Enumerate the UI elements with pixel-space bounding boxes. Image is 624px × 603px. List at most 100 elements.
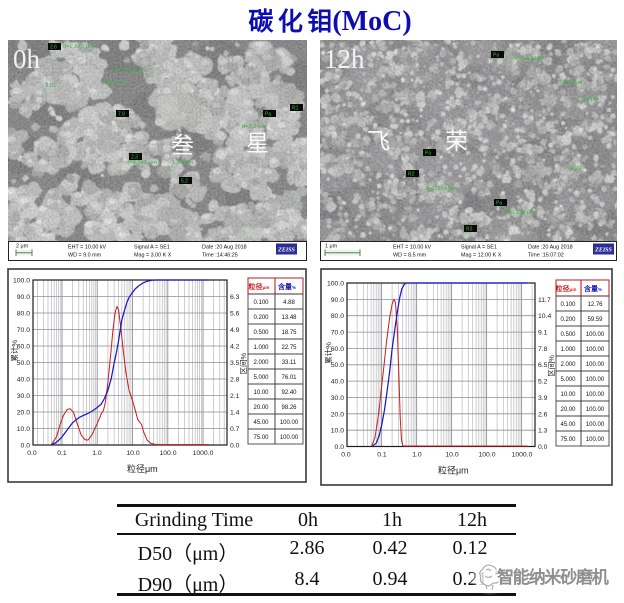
- svg-text:18.75: 18.75: [281, 330, 297, 336]
- svg-text:区间%: 区间%: [547, 355, 556, 377]
- svg-text:d=0.254 μm: d=0.254 μm: [426, 186, 457, 192]
- svg-text:100.0: 100.0: [327, 281, 344, 288]
- svg-text:R3: R3: [466, 227, 473, 233]
- svg-text:2.8: 2.8: [230, 377, 240, 384]
- svg-text:7.8: 7.8: [118, 112, 125, 118]
- svg-text:80.0: 80.0: [331, 313, 344, 320]
- svg-text:45.00: 45.00: [253, 420, 269, 426]
- svg-text:2.000: 2.000: [560, 362, 576, 368]
- svg-text:2.6: 2.6: [538, 411, 548, 418]
- svg-text:粒径μm: 粒径μm: [438, 465, 469, 476]
- svg-text:d=2.341 μm: d=2.341 μm: [126, 160, 157, 166]
- svg-text:粒径μm: 粒径μm: [556, 284, 577, 293]
- svg-text:33.11: 33.11: [282, 360, 297, 366]
- svg-text:0.0: 0.0: [21, 443, 31, 450]
- svg-text:59.59: 59.59: [587, 317, 603, 323]
- svg-text:Signal A = SE1: Signal A = SE1: [461, 245, 497, 251]
- svg-text:3.5: 3.5: [230, 360, 240, 367]
- svg-text:0.7: 0.7: [230, 426, 240, 433]
- svg-text:98.26: 98.26: [281, 405, 297, 411]
- svg-text:Signal A = SE1: Signal A = SE1: [134, 245, 170, 251]
- svg-text:4.9: 4.9: [230, 327, 240, 334]
- svg-text:5.6: 5.6: [230, 311, 240, 318]
- svg-text:10.00: 10.00: [253, 390, 269, 396]
- svg-text:1.0: 1.0: [92, 450, 102, 457]
- svg-text:100.00: 100.00: [586, 407, 605, 413]
- svg-text:30.0: 30.0: [17, 393, 30, 400]
- svg-text:40.0: 40.0: [331, 379, 344, 386]
- svg-text:9.1: 9.1: [538, 330, 548, 337]
- svg-text:1.000: 1.000: [560, 347, 576, 353]
- svg-text:22.75: 22.75: [281, 345, 297, 351]
- svg-text:6.3: 6.3: [230, 294, 240, 301]
- svg-text:20.0: 20.0: [17, 410, 30, 417]
- svg-text:Date :20 Aug 2018: Date :20 Aug 2018: [202, 245, 247, 251]
- svg-text:Pa: Pa: [493, 53, 499, 59]
- svg-text:ZEISS: ZEISS: [277, 248, 295, 254]
- svg-text:90.0: 90.0: [331, 297, 344, 304]
- svg-text:0.0: 0.0: [230, 443, 240, 450]
- svg-text:100.00: 100.00: [280, 435, 299, 441]
- svg-text:1.0: 1.0: [412, 452, 422, 459]
- svg-text:2.3: 2.3: [131, 155, 138, 161]
- svg-text:3.51: 3.51: [45, 83, 56, 89]
- svg-text:叁: 叁: [171, 133, 194, 158]
- svg-text:0.100: 0.100: [560, 302, 576, 308]
- svg-text:0.1: 0.1: [377, 452, 387, 459]
- svg-text:30.0: 30.0: [331, 395, 344, 402]
- svg-text:0.0: 0.0: [538, 444, 548, 451]
- svg-text:1.000: 1.000: [253, 345, 269, 351]
- svg-text:1000.0: 1000.0: [512, 452, 533, 459]
- svg-text:10.0: 10.0: [126, 450, 139, 457]
- svg-text:20.0: 20.0: [331, 411, 344, 418]
- svg-text:2.1: 2.1: [230, 393, 240, 400]
- svg-text:累计%: 累计%: [9, 340, 19, 362]
- svg-text:粒径μm: 粒径μm: [127, 463, 158, 474]
- svg-text:100.00: 100.00: [586, 332, 605, 338]
- svg-text:Pa: Pa: [496, 201, 502, 207]
- svg-text:0.100: 0.100: [253, 300, 269, 306]
- svg-text:5.000: 5.000: [253, 375, 269, 381]
- svg-text:飞: 飞: [367, 129, 390, 154]
- svg-text:60.0: 60.0: [17, 344, 30, 351]
- svg-text:d=3.1 μm: d=3.1 μm: [242, 124, 267, 130]
- svg-text:7.8: 7.8: [538, 346, 548, 353]
- svg-text:0.1: 0.1: [57, 450, 67, 457]
- svg-text:0.312 μm: 0.312 μm: [558, 80, 582, 86]
- svg-text:6.5: 6.5: [538, 362, 548, 369]
- svg-text:1.4: 1.4: [230, 410, 240, 417]
- svg-text:100.00: 100.00: [586, 422, 605, 428]
- svg-text:11.7: 11.7: [538, 297, 551, 304]
- svg-text:1.87 μm: 1.87 μm: [172, 160, 193, 166]
- svg-text:100.0: 100.0: [478, 452, 495, 459]
- svg-text:100.00: 100.00: [586, 437, 605, 443]
- svg-text:0.18 μm: 0.18 μm: [578, 97, 599, 103]
- svg-text:1000.0: 1000.0: [193, 450, 214, 457]
- svg-text:10.0: 10.0: [445, 452, 458, 459]
- svg-text:10.4: 10.4: [538, 313, 551, 320]
- svg-text:5.2: 5.2: [538, 379, 548, 386]
- svg-text:40.0: 40.0: [17, 377, 30, 384]
- svg-text:10.0: 10.0: [17, 426, 30, 433]
- svg-text:20.00: 20.00: [253, 405, 269, 411]
- svg-text:0.200: 0.200: [560, 317, 576, 323]
- svg-text:50.0: 50.0: [17, 360, 30, 367]
- svg-text:ZEISS: ZEISS: [594, 248, 612, 254]
- svg-text:d=12.47 μm: d=12.47 μm: [114, 68, 145, 74]
- svg-text:70.0: 70.0: [331, 330, 344, 337]
- svg-text:60.0: 60.0: [331, 346, 344, 353]
- svg-text:累计%: 累计%: [323, 342, 333, 364]
- svg-text:0h: 0h: [13, 44, 41, 74]
- svg-text:0.0: 0.0: [27, 450, 37, 457]
- svg-text:0.22: 0.22: [570, 166, 581, 172]
- svg-text:3.9: 3.9: [538, 395, 548, 402]
- svg-text:12.76: 12.76: [587, 302, 603, 308]
- svg-text:70.0: 70.0: [17, 327, 30, 334]
- svg-text:100.0: 100.0: [13, 278, 30, 285]
- svg-text:2 μm: 2 μm: [16, 244, 29, 250]
- svg-text:含量%: 含量%: [278, 282, 296, 291]
- svg-text:R1: R1: [292, 106, 299, 112]
- svg-text:0.500: 0.500: [560, 332, 576, 338]
- svg-text:d=0.198 μm: d=0.198 μm: [504, 210, 535, 216]
- svg-text:100.00: 100.00: [586, 362, 605, 368]
